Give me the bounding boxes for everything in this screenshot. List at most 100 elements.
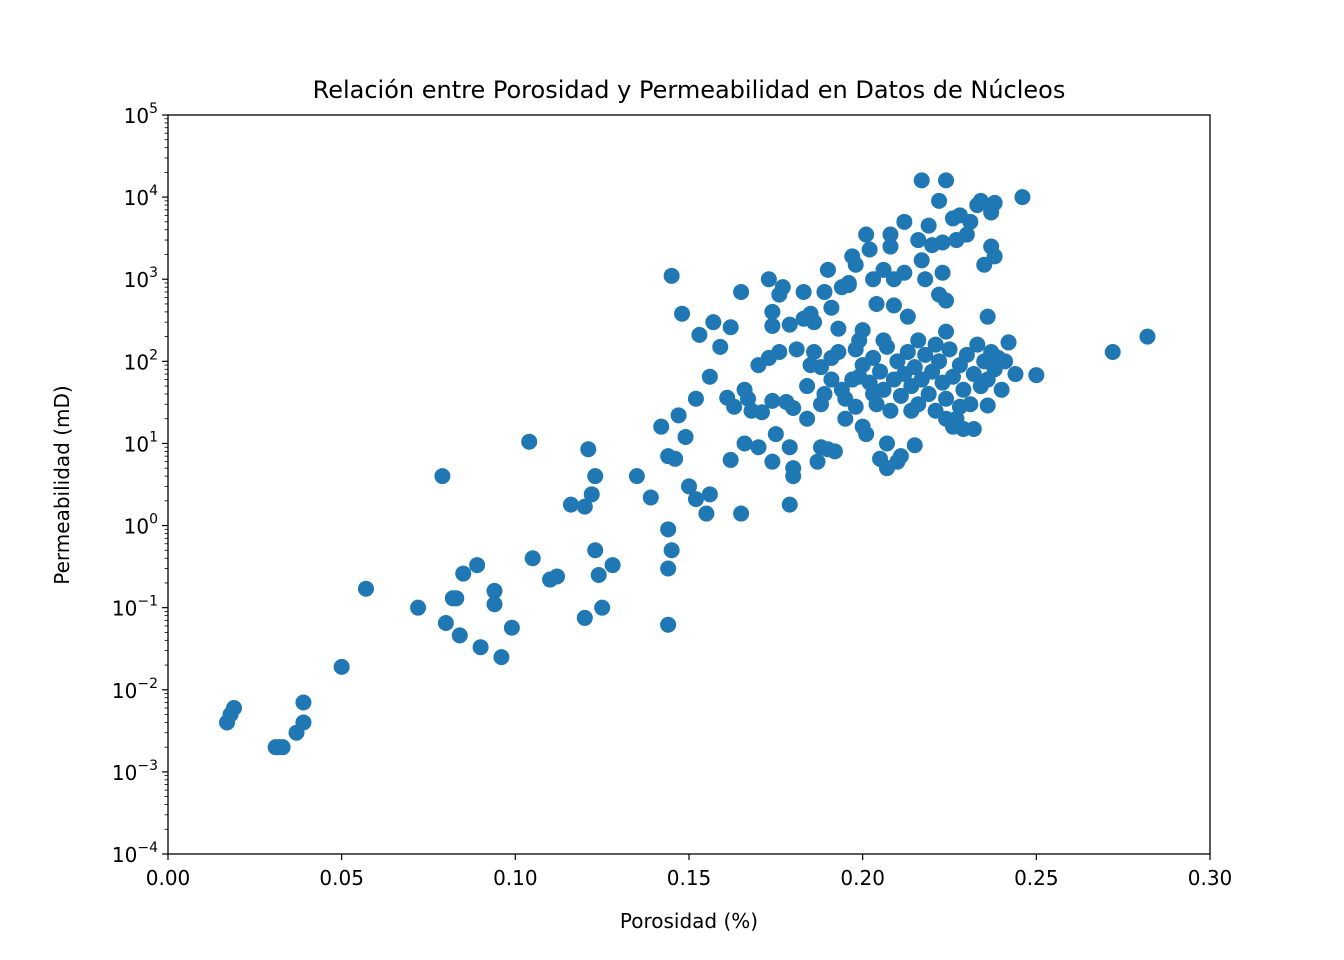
data-point bbox=[965, 420, 982, 437]
data-point bbox=[910, 232, 927, 249]
data-point bbox=[972, 192, 989, 209]
y-tick-label: 102 bbox=[124, 347, 158, 374]
data-point bbox=[410, 599, 427, 616]
data-point bbox=[785, 400, 802, 417]
data-point bbox=[767, 426, 784, 443]
data-point bbox=[781, 439, 798, 456]
data-point bbox=[806, 343, 823, 360]
y-tick-label: 101 bbox=[124, 429, 158, 456]
data-point bbox=[865, 349, 882, 366]
data-point bbox=[698, 505, 715, 522]
data-point bbox=[851, 332, 868, 349]
data-point bbox=[667, 450, 684, 467]
data-point bbox=[764, 317, 781, 334]
data-point bbox=[1028, 367, 1045, 384]
data-point bbox=[858, 226, 875, 243]
data-point bbox=[799, 410, 816, 427]
data-point bbox=[962, 213, 979, 230]
data-point bbox=[826, 443, 843, 460]
data-point bbox=[549, 568, 566, 585]
data-point bbox=[958, 226, 975, 243]
x-tick-label: 0.05 bbox=[319, 866, 364, 890]
data-point bbox=[660, 616, 677, 633]
data-point bbox=[931, 353, 948, 370]
data-point bbox=[889, 353, 906, 370]
data-point bbox=[733, 505, 750, 522]
data-point bbox=[503, 619, 520, 636]
data-point bbox=[295, 714, 312, 731]
data-point bbox=[562, 496, 579, 513]
data-point bbox=[847, 256, 864, 273]
data-point bbox=[580, 441, 597, 458]
data-point bbox=[910, 396, 927, 413]
data-point bbox=[760, 271, 777, 288]
y-tick-label: 10−4 bbox=[112, 840, 158, 867]
data-point bbox=[642, 489, 659, 506]
data-point bbox=[722, 319, 739, 336]
data-point bbox=[653, 418, 670, 435]
data-point bbox=[434, 468, 451, 485]
data-point bbox=[764, 453, 781, 470]
data-point bbox=[726, 398, 743, 415]
data-point bbox=[590, 566, 607, 583]
data-point bbox=[917, 271, 934, 288]
data-point bbox=[687, 390, 704, 407]
data-point bbox=[774, 279, 791, 296]
data-point bbox=[472, 639, 489, 656]
data-point bbox=[882, 226, 899, 243]
data-point bbox=[875, 332, 892, 349]
y-tick-label: 103 bbox=[124, 265, 158, 292]
data-point bbox=[594, 599, 611, 616]
data-point bbox=[885, 297, 902, 314]
data-point bbox=[583, 486, 600, 503]
scatter-points bbox=[219, 172, 1156, 756]
data-point bbox=[816, 386, 833, 403]
data-point bbox=[875, 381, 892, 398]
data-point bbox=[451, 627, 468, 644]
data-point bbox=[847, 398, 864, 415]
data-point bbox=[837, 410, 854, 427]
data-point bbox=[899, 308, 916, 325]
x-tick-label: 0.10 bbox=[493, 866, 538, 890]
data-point bbox=[899, 343, 916, 360]
data-point bbox=[788, 341, 805, 358]
data-point bbox=[781, 496, 798, 513]
data-point bbox=[896, 213, 913, 230]
data-point bbox=[920, 386, 937, 403]
data-point bbox=[701, 368, 718, 385]
x-axis-label: Porosidad (%) bbox=[620, 909, 758, 933]
data-point bbox=[944, 368, 961, 385]
data-point bbox=[681, 478, 697, 495]
x-tick-label: 0.00 bbox=[146, 866, 191, 890]
data-point bbox=[858, 426, 875, 443]
data-point bbox=[795, 310, 812, 327]
data-point bbox=[764, 392, 781, 409]
data-point bbox=[844, 371, 861, 388]
data-point bbox=[455, 565, 472, 582]
data-point bbox=[1000, 334, 1017, 351]
data-point bbox=[913, 252, 930, 269]
data-point bbox=[986, 248, 1003, 265]
data-point bbox=[938, 172, 955, 189]
data-point bbox=[604, 557, 621, 574]
data-point bbox=[524, 550, 541, 567]
data-point bbox=[781, 316, 798, 333]
data-point bbox=[830, 320, 847, 337]
data-point bbox=[892, 448, 909, 465]
data-point bbox=[906, 359, 923, 376]
data-point bbox=[868, 396, 885, 413]
data-point bbox=[733, 283, 750, 300]
data-point bbox=[910, 332, 927, 349]
data-point bbox=[587, 468, 604, 485]
data-point bbox=[938, 323, 955, 340]
data-point bbox=[892, 387, 909, 404]
x-tick-label: 0.25 bbox=[1014, 866, 1059, 890]
data-point bbox=[819, 261, 836, 278]
data-point bbox=[997, 353, 1014, 370]
data-point bbox=[958, 346, 975, 363]
data-point bbox=[868, 295, 885, 312]
data-point bbox=[906, 437, 923, 454]
data-point bbox=[938, 410, 955, 427]
data-point bbox=[913, 172, 930, 189]
